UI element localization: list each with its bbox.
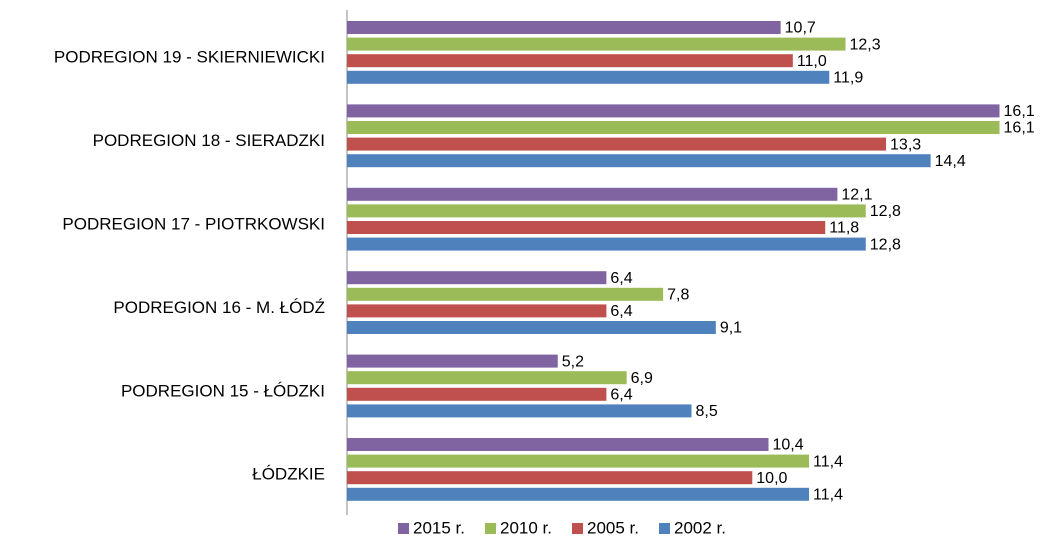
bar [347,187,838,201]
y-tick-label: PODREGION 19 - SKIERNIEWICKI [54,48,325,67]
bar [347,54,793,68]
y-tick-label: PODREGION 18 - SIERADZKI [93,131,325,150]
value-label: 6,4 [610,387,632,404]
value-label: 14,4 [935,153,966,170]
value-label: 12,8 [870,236,901,253]
value-label: 11,9 [833,70,863,87]
y-tick-label: PODREGION 16 - M. ŁÓDŹ [113,298,325,317]
value-label: 11,8 [829,220,859,237]
bar [347,137,887,151]
value-label: 12,3 [850,36,881,53]
bar [347,37,846,51]
bar [347,321,716,334]
legend-swatch [572,523,583,534]
value-label: 6,4 [610,303,632,320]
value-label: 6,4 [610,270,632,287]
value-label: 16,1 [1004,103,1035,120]
bar [347,21,781,34]
bar [347,121,1000,134]
bar [347,404,692,418]
value-label: 13,3 [890,136,921,153]
bar [347,221,826,234]
bar [347,487,810,501]
legend-label: 2015 r. [413,518,465,537]
value-label: 5,2 [562,353,584,370]
value-label: 12,1 [841,187,872,204]
bar [347,237,866,251]
bar [347,304,607,318]
value-label: 16,1 [1004,120,1035,137]
legend-swatch [659,523,670,534]
bar [347,471,753,485]
bar [347,104,1000,118]
y-tick-label: ŁÓDZKIE [252,465,325,484]
legend-swatch [398,523,409,534]
value-label: 11,4 [813,453,843,470]
y-tick-label: PODREGION 17 - PIOTRKOWSKI [62,214,325,233]
y-tick-label: PODREGION 15 - ŁÓDZKI [121,381,325,400]
value-label: 8,5 [696,403,718,420]
bar [347,287,664,301]
legend-swatch [485,523,496,534]
bar [347,387,607,401]
bar [347,371,627,385]
bar [347,70,830,84]
value-label: 7,8 [667,287,689,304]
value-label: 9,1 [720,320,742,337]
value-label: 11,0 [797,53,827,70]
bar [347,354,558,368]
bar [347,454,810,468]
value-label: 11,4 [813,487,843,504]
value-label: 12,8 [870,203,901,220]
value-label: 6,9 [631,370,653,387]
value-label: 10,4 [773,437,804,454]
value-label: 10,7 [785,20,816,37]
value-label: 10,0 [756,470,787,487]
bar [347,204,866,218]
bar [347,271,607,285]
legend-label: 2010 r. [500,518,552,537]
legend-label: 2002 r. [674,518,726,537]
bar [347,154,931,168]
bar [347,438,769,451]
legend-label: 2005 r. [587,518,639,537]
